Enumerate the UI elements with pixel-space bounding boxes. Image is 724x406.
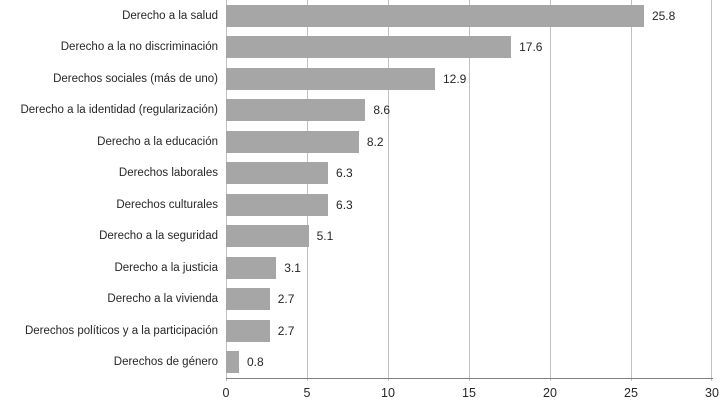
value-label: 8.2	[366, 134, 384, 149]
bar	[226, 225, 309, 248]
value-label: 6.3	[336, 197, 353, 212]
bar-rows: Derecho a la salud 25.8 Derecho a la no …	[0, 0, 724, 379]
bar	[226, 193, 329, 216]
category-label: Derecho a la identidad (regularización)	[20, 104, 218, 117]
category-label: Derecho a la educación	[97, 135, 218, 148]
bar-row: Derechos laborales 6.3	[0, 158, 724, 190]
bar-row: Derechos políticos y a la participación …	[0, 315, 724, 347]
bar	[226, 4, 644, 27]
category-label: Derechos sociales (más de uno)	[53, 72, 218, 85]
x-tick-label: 20	[543, 386, 557, 400]
bar	[226, 67, 435, 90]
bar-track: 0.8	[226, 347, 724, 379]
bar-row: Derecho a la justicia 3.1	[0, 252, 724, 284]
bar	[226, 256, 277, 279]
x-tick-label: 5	[303, 386, 311, 400]
category-label: Derechos políticos y a la participación	[24, 324, 218, 337]
bar	[226, 288, 270, 311]
category-label: Derechos culturales	[116, 198, 218, 211]
bar-row: Derecho a la vivienda 2.7	[0, 284, 724, 316]
bar-track: 2.7	[226, 315, 724, 347]
x-axis-line	[226, 378, 713, 379]
category-label: Derecho a la justicia	[114, 261, 218, 274]
value-label: 25.8	[651, 8, 676, 23]
plot-area: Derecho a la salud 25.8 Derecho a la no …	[0, 0, 724, 381]
value-label: 3.1	[284, 260, 301, 275]
bar	[226, 351, 239, 374]
value-label: 8.6	[373, 103, 390, 118]
value-label: 5.1	[316, 229, 334, 244]
x-tick-label: 0	[222, 386, 230, 400]
bar-track: 17.6	[226, 32, 724, 64]
x-tick-label: 15	[462, 386, 476, 400]
bar	[226, 130, 359, 153]
bar-track: 2.7	[226, 284, 724, 316]
category-label: Derechos de género	[113, 356, 218, 369]
value-label: 12.9	[442, 71, 467, 86]
bar-row: Derecho a la educación 8.2	[0, 126, 724, 158]
category-label: Derecho a la salud	[122, 9, 218, 22]
bar-track: 6.3	[226, 158, 724, 190]
x-tick-label: 25	[624, 386, 638, 400]
bar-track: 3.1	[226, 252, 724, 284]
category-label: Derecho a la vivienda	[107, 293, 218, 306]
bar-track: 5.1	[226, 221, 724, 253]
bar-track: 8.6	[226, 95, 724, 127]
bar-row: Derechos de género 0.8	[0, 347, 724, 379]
category-label: Derecho a la no discriminación	[60, 41, 218, 54]
category-label: Derecho a la seguridad	[99, 230, 218, 243]
value-label: 0.8	[246, 355, 264, 370]
bar-row: Derechos culturales 6.3	[0, 189, 724, 221]
bar-track: 6.3	[226, 189, 724, 221]
bar-row: Derecho a la salud 25.8	[0, 0, 724, 32]
value-label: 2.7	[277, 292, 295, 307]
x-tick-label: 10	[381, 386, 395, 400]
bar-row: Derecho a la identidad (regularización) …	[0, 95, 724, 127]
value-label: 6.3	[336, 166, 353, 181]
value-label: 17.6	[519, 40, 543, 55]
bar-track: 12.9	[226, 63, 724, 95]
bar-row: Derecho a la seguridad 5.1	[0, 221, 724, 253]
bar-row: Derecho a la no discriminación 17.6	[0, 32, 724, 64]
x-tick-label: 30	[705, 386, 719, 400]
bar-track: 25.8	[226, 0, 724, 32]
bar	[226, 36, 512, 59]
x-axis-tick-labels: 0 5 10 15 20 25 30	[222, 380, 719, 406]
bar-row: Derechos sociales (más de uno) 12.9	[0, 63, 724, 95]
bar	[226, 162, 329, 185]
bar	[226, 99, 366, 122]
bar	[226, 319, 270, 342]
value-label: 2.7	[277, 323, 295, 338]
category-label: Derechos laborales	[118, 167, 218, 180]
bar-track: 8.2	[226, 126, 724, 158]
